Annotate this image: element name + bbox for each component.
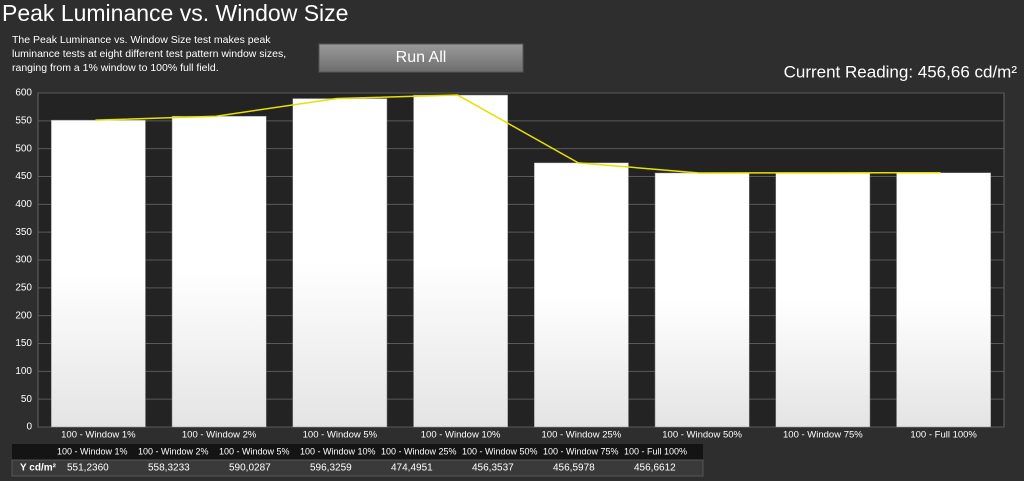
table-value: 551,2360 bbox=[67, 463, 109, 474]
table-header: 100 - Full 100% bbox=[624, 446, 687, 456]
y-tick-label: 350 bbox=[15, 227, 32, 238]
y-tick-label: 200 bbox=[15, 310, 32, 321]
table-header: 100 - Window 10% bbox=[300, 446, 376, 456]
y-tick-label: 450 bbox=[15, 171, 32, 182]
y-tick-label: 500 bbox=[15, 143, 32, 154]
table-header: 100 - Window 50% bbox=[462, 446, 538, 456]
bar bbox=[413, 94, 508, 428]
bar bbox=[775, 172, 871, 428]
y-tick-label: 550 bbox=[15, 115, 32, 126]
table-value: 456,3537 bbox=[472, 463, 514, 474]
bar bbox=[292, 98, 388, 428]
button-label[interactable]: Run All bbox=[396, 49, 447, 66]
y-tick-label: 300 bbox=[15, 255, 32, 266]
table-header: 100 - Window 2% bbox=[138, 446, 209, 456]
table-value: 558,3233 bbox=[148, 463, 190, 474]
bar bbox=[171, 115, 267, 428]
table-header: 100 - Window 1% bbox=[57, 446, 128, 456]
table-row-bg bbox=[11, 459, 704, 477]
x-tick-label: 100 - Window 2% bbox=[182, 430, 257, 441]
x-tick-label: 100 - Window 50% bbox=[662, 430, 742, 441]
table-value: 456,5978 bbox=[553, 463, 595, 474]
x-tick-label: 100 - Window 25% bbox=[542, 430, 622, 441]
y-tick-label: 50 bbox=[21, 394, 33, 405]
y-tick-label: 150 bbox=[15, 338, 32, 349]
x-tick-label: 100 - Window 10% bbox=[421, 430, 501, 441]
description: The Peak Luminance vs. Window Size test … bbox=[12, 34, 287, 74]
data-table: Y cd/m² 100 - Window 1% 551,2360 100 - Win… bbox=[11, 444, 704, 477]
y-tick-label: 600 bbox=[15, 88, 32, 99]
trend-line bbox=[95, 94, 941, 174]
run-all-button[interactable]: Run All bbox=[318, 43, 524, 73]
y-tick-label: 400 bbox=[15, 199, 32, 210]
x-tick-label: 100 - Full 100% bbox=[910, 430, 977, 441]
table-header: 100 - Window 25% bbox=[381, 446, 457, 456]
x-tick-label: 100 - Window 75% bbox=[783, 430, 863, 441]
x-tick-label: 100 - Window 1% bbox=[61, 430, 136, 441]
page-title: Peak Luminance vs. Window Size bbox=[2, 0, 348, 26]
y-tick-label: 250 bbox=[15, 282, 32, 293]
table-value: 474,4951 bbox=[391, 463, 433, 474]
table-header-bg bbox=[12, 444, 703, 460]
current-reading: Current Reading: 456,66 cd/m² bbox=[784, 62, 1018, 81]
bar bbox=[654, 172, 750, 428]
table-row-label: Y cd/m² bbox=[20, 463, 57, 474]
table-value: 456,6612 bbox=[634, 463, 676, 474]
y-tick-label: 0 bbox=[26, 422, 32, 433]
table-header: 100 - Window 5% bbox=[219, 446, 290, 456]
bar bbox=[896, 172, 991, 428]
bar bbox=[51, 119, 146, 428]
table-value: 596,3259 bbox=[310, 463, 352, 474]
table-header: 100 - Window 75% bbox=[543, 446, 619, 456]
bar bbox=[534, 162, 629, 428]
table-value: 590,0287 bbox=[229, 463, 271, 474]
y-tick-label: 100 bbox=[15, 366, 32, 377]
x-tick-label: 100 - Window 5% bbox=[303, 430, 378, 441]
button-bg[interactable] bbox=[318, 43, 524, 73]
